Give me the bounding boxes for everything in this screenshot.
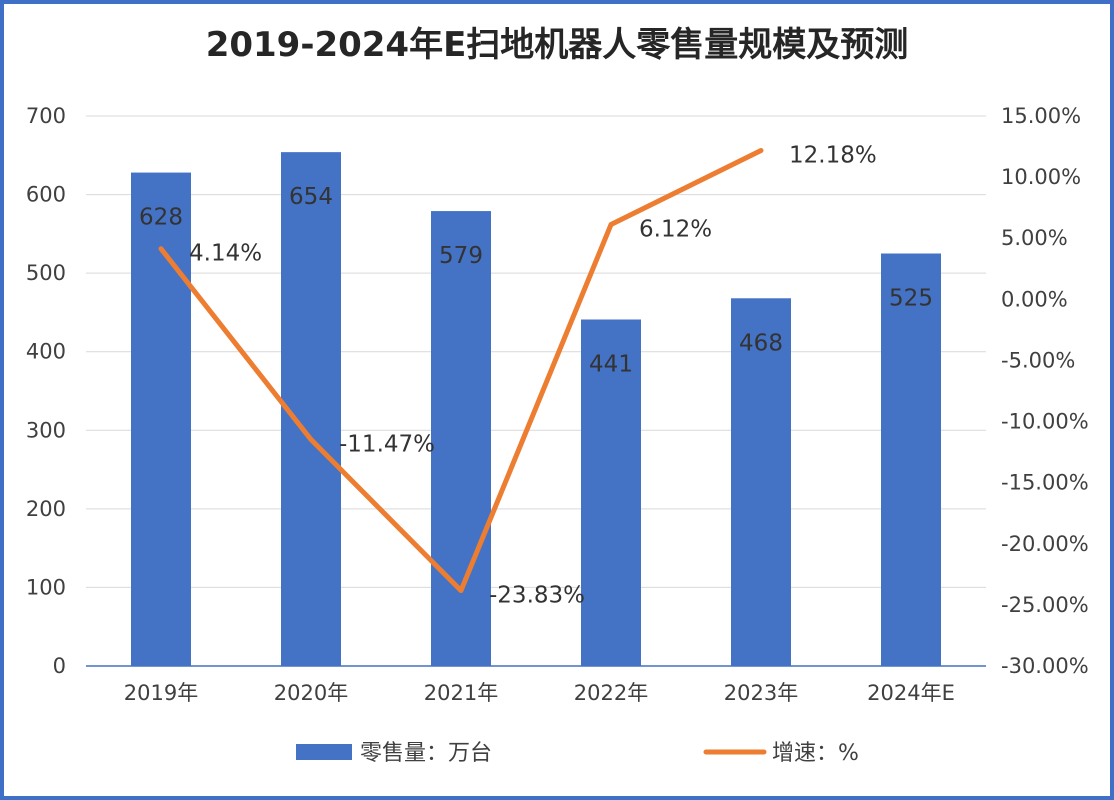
legend-line-label: 增速：% bbox=[772, 741, 859, 766]
right-tick-label: -30.00% bbox=[1001, 654, 1089, 678]
line-value-label: -11.47% bbox=[339, 432, 435, 458]
bar-data-labels: 628 654 579 441 468 525 bbox=[139, 184, 933, 377]
gridlines bbox=[86, 115, 986, 588]
bar-series bbox=[131, 152, 941, 667]
legend: 零售量：万台 增速：% bbox=[296, 741, 859, 766]
x-axis-labels: 2019年 2020年 2021年 2022年 2023年 2024年E bbox=[124, 681, 955, 705]
left-tick-label: 100 bbox=[26, 575, 66, 599]
line-value-label: 12.18% bbox=[789, 142, 877, 168]
bar-value-label: 468 bbox=[739, 330, 783, 356]
x-tick-label: 2024年E bbox=[867, 681, 955, 705]
left-tick-label: 700 bbox=[26, 104, 66, 128]
bar bbox=[431, 211, 491, 667]
bar bbox=[881, 253, 941, 666]
left-tick-label: 500 bbox=[26, 261, 66, 285]
bar bbox=[581, 319, 641, 666]
left-tick-label: 600 bbox=[26, 183, 66, 207]
right-tick-label: 0.00% bbox=[1001, 287, 1068, 311]
x-tick-label: 2019年 bbox=[124, 681, 198, 705]
right-axis-ticks: -30.00% -25.00% -20.00% -15.00% -10.00% -5.00… bbox=[1001, 104, 1089, 678]
legend-bar-swatch bbox=[296, 744, 352, 760]
left-tick-label: 200 bbox=[26, 497, 66, 521]
right-tick-label: 5.00% bbox=[1001, 226, 1068, 250]
line-value-label: 6.12% bbox=[639, 217, 712, 243]
right-tick-label: 10.00% bbox=[1001, 165, 1081, 189]
left-axis-ticks: 0 100 200 300 400 500 600 700 bbox=[26, 104, 66, 678]
x-tick-label: 2020年 bbox=[274, 681, 348, 705]
left-tick-label: 300 bbox=[26, 418, 66, 442]
right-tick-label: -10.00% bbox=[1001, 410, 1089, 434]
bar bbox=[281, 152, 341, 667]
bar bbox=[131, 172, 191, 667]
legend-bar-label: 零售量：万台 bbox=[360, 741, 492, 766]
bar bbox=[731, 298, 791, 666]
x-tick-label: 2021年 bbox=[424, 681, 498, 705]
line-data-labels: 4.14% -11.47% -23.83% 6.12% 12.18% bbox=[189, 142, 877, 608]
right-tick-label: -20.00% bbox=[1001, 532, 1089, 556]
combo-chart: 2019-2024年E扫地机器人零售量规模及预测 0 100 200 300 400 50… bbox=[26, 25, 1089, 766]
right-tick-label: 15.00% bbox=[1001, 104, 1081, 128]
left-tick-label: 400 bbox=[26, 340, 66, 364]
bar-value-label: 628 bbox=[139, 205, 183, 231]
line-value-label: 4.14% bbox=[189, 241, 262, 267]
bar-value-label: 654 bbox=[289, 184, 333, 210]
x-tick-label: 2023年 bbox=[724, 681, 798, 705]
x-tick-label: 2022年 bbox=[574, 681, 648, 705]
left-tick-label: 0 bbox=[53, 654, 66, 678]
bar-value-label: 579 bbox=[439, 243, 483, 269]
bar-value-label: 525 bbox=[889, 286, 933, 312]
chart-title: 2019-2024年E扫地机器人零售量规模及预测 bbox=[206, 25, 909, 65]
right-tick-label: -15.00% bbox=[1001, 471, 1089, 495]
growth-line bbox=[158, 147, 764, 594]
bar-value-label: 441 bbox=[589, 352, 633, 378]
line-value-label: -23.83% bbox=[489, 583, 585, 609]
right-tick-label: -5.00% bbox=[1001, 348, 1075, 372]
right-tick-label: -25.00% bbox=[1001, 593, 1089, 617]
